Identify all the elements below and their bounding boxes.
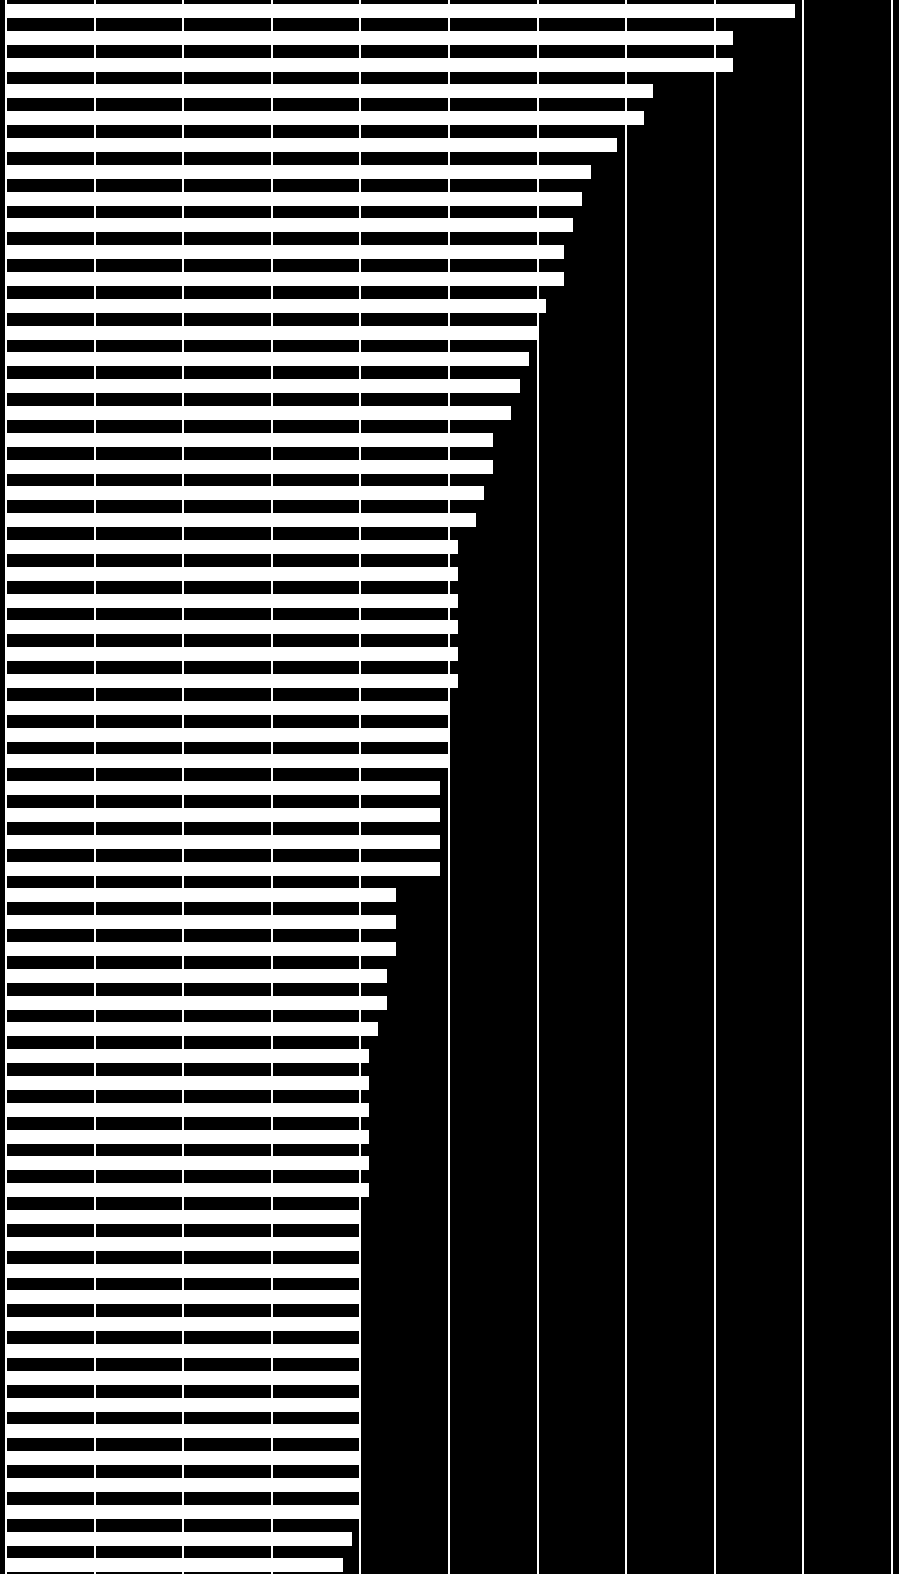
- bar: [6, 1022, 378, 1036]
- bar: [6, 862, 440, 876]
- bar: [6, 620, 458, 634]
- bar: [6, 1478, 360, 1492]
- bar: [6, 1210, 360, 1224]
- bar: [6, 754, 449, 768]
- bar-chart: [6, 0, 892, 1574]
- bar: [6, 1505, 360, 1519]
- bar: [6, 540, 458, 554]
- bar: [6, 996, 387, 1010]
- grid-line: [625, 0, 627, 1574]
- bar: [6, 460, 493, 474]
- bar: [6, 969, 387, 983]
- bar: [6, 781, 440, 795]
- bar: [6, 513, 476, 527]
- bar: [6, 31, 733, 45]
- bar: [6, 84, 653, 98]
- bar: [6, 299, 546, 313]
- bar: [6, 1049, 369, 1063]
- bar: [6, 1371, 360, 1385]
- bar: [6, 111, 644, 125]
- bar: [6, 1424, 360, 1438]
- bar: [6, 58, 733, 72]
- bar: [6, 915, 396, 929]
- bar: [6, 326, 538, 340]
- bar: [6, 1451, 360, 1465]
- bar: [6, 272, 564, 286]
- bar: [6, 1290, 360, 1304]
- bar: [6, 1344, 360, 1358]
- bar: [6, 594, 458, 608]
- bar: [6, 728, 449, 742]
- bar: [6, 406, 511, 420]
- bar: [6, 808, 440, 822]
- bar: [6, 1264, 360, 1278]
- bar: [6, 567, 458, 581]
- bar: [6, 165, 591, 179]
- bar: [6, 1398, 360, 1412]
- bar: [6, 218, 573, 232]
- bar: [6, 701, 449, 715]
- bar: [6, 138, 617, 152]
- bar: [6, 192, 582, 206]
- bar: [6, 245, 564, 259]
- grid-line: [802, 0, 804, 1574]
- grid-line: [891, 0, 893, 1574]
- bar: [6, 433, 493, 447]
- grid-line: [714, 0, 716, 1574]
- bar: [6, 486, 484, 500]
- bar: [6, 1558, 343, 1572]
- bar: [6, 352, 529, 366]
- bar: [6, 1532, 352, 1546]
- bar: [6, 835, 440, 849]
- bar: [6, 674, 458, 688]
- bar: [6, 1156, 369, 1170]
- bar: [6, 942, 396, 956]
- grid-line: [448, 0, 450, 1574]
- bar: [6, 379, 520, 393]
- bar: [6, 1183, 369, 1197]
- bar: [6, 1237, 360, 1251]
- bar: [6, 4, 795, 18]
- grid-line: [537, 0, 539, 1574]
- bar: [6, 647, 458, 661]
- bar: [6, 1317, 360, 1331]
- bar: [6, 1130, 369, 1144]
- bar: [6, 888, 396, 902]
- bar: [6, 1103, 369, 1117]
- bar: [6, 1076, 369, 1090]
